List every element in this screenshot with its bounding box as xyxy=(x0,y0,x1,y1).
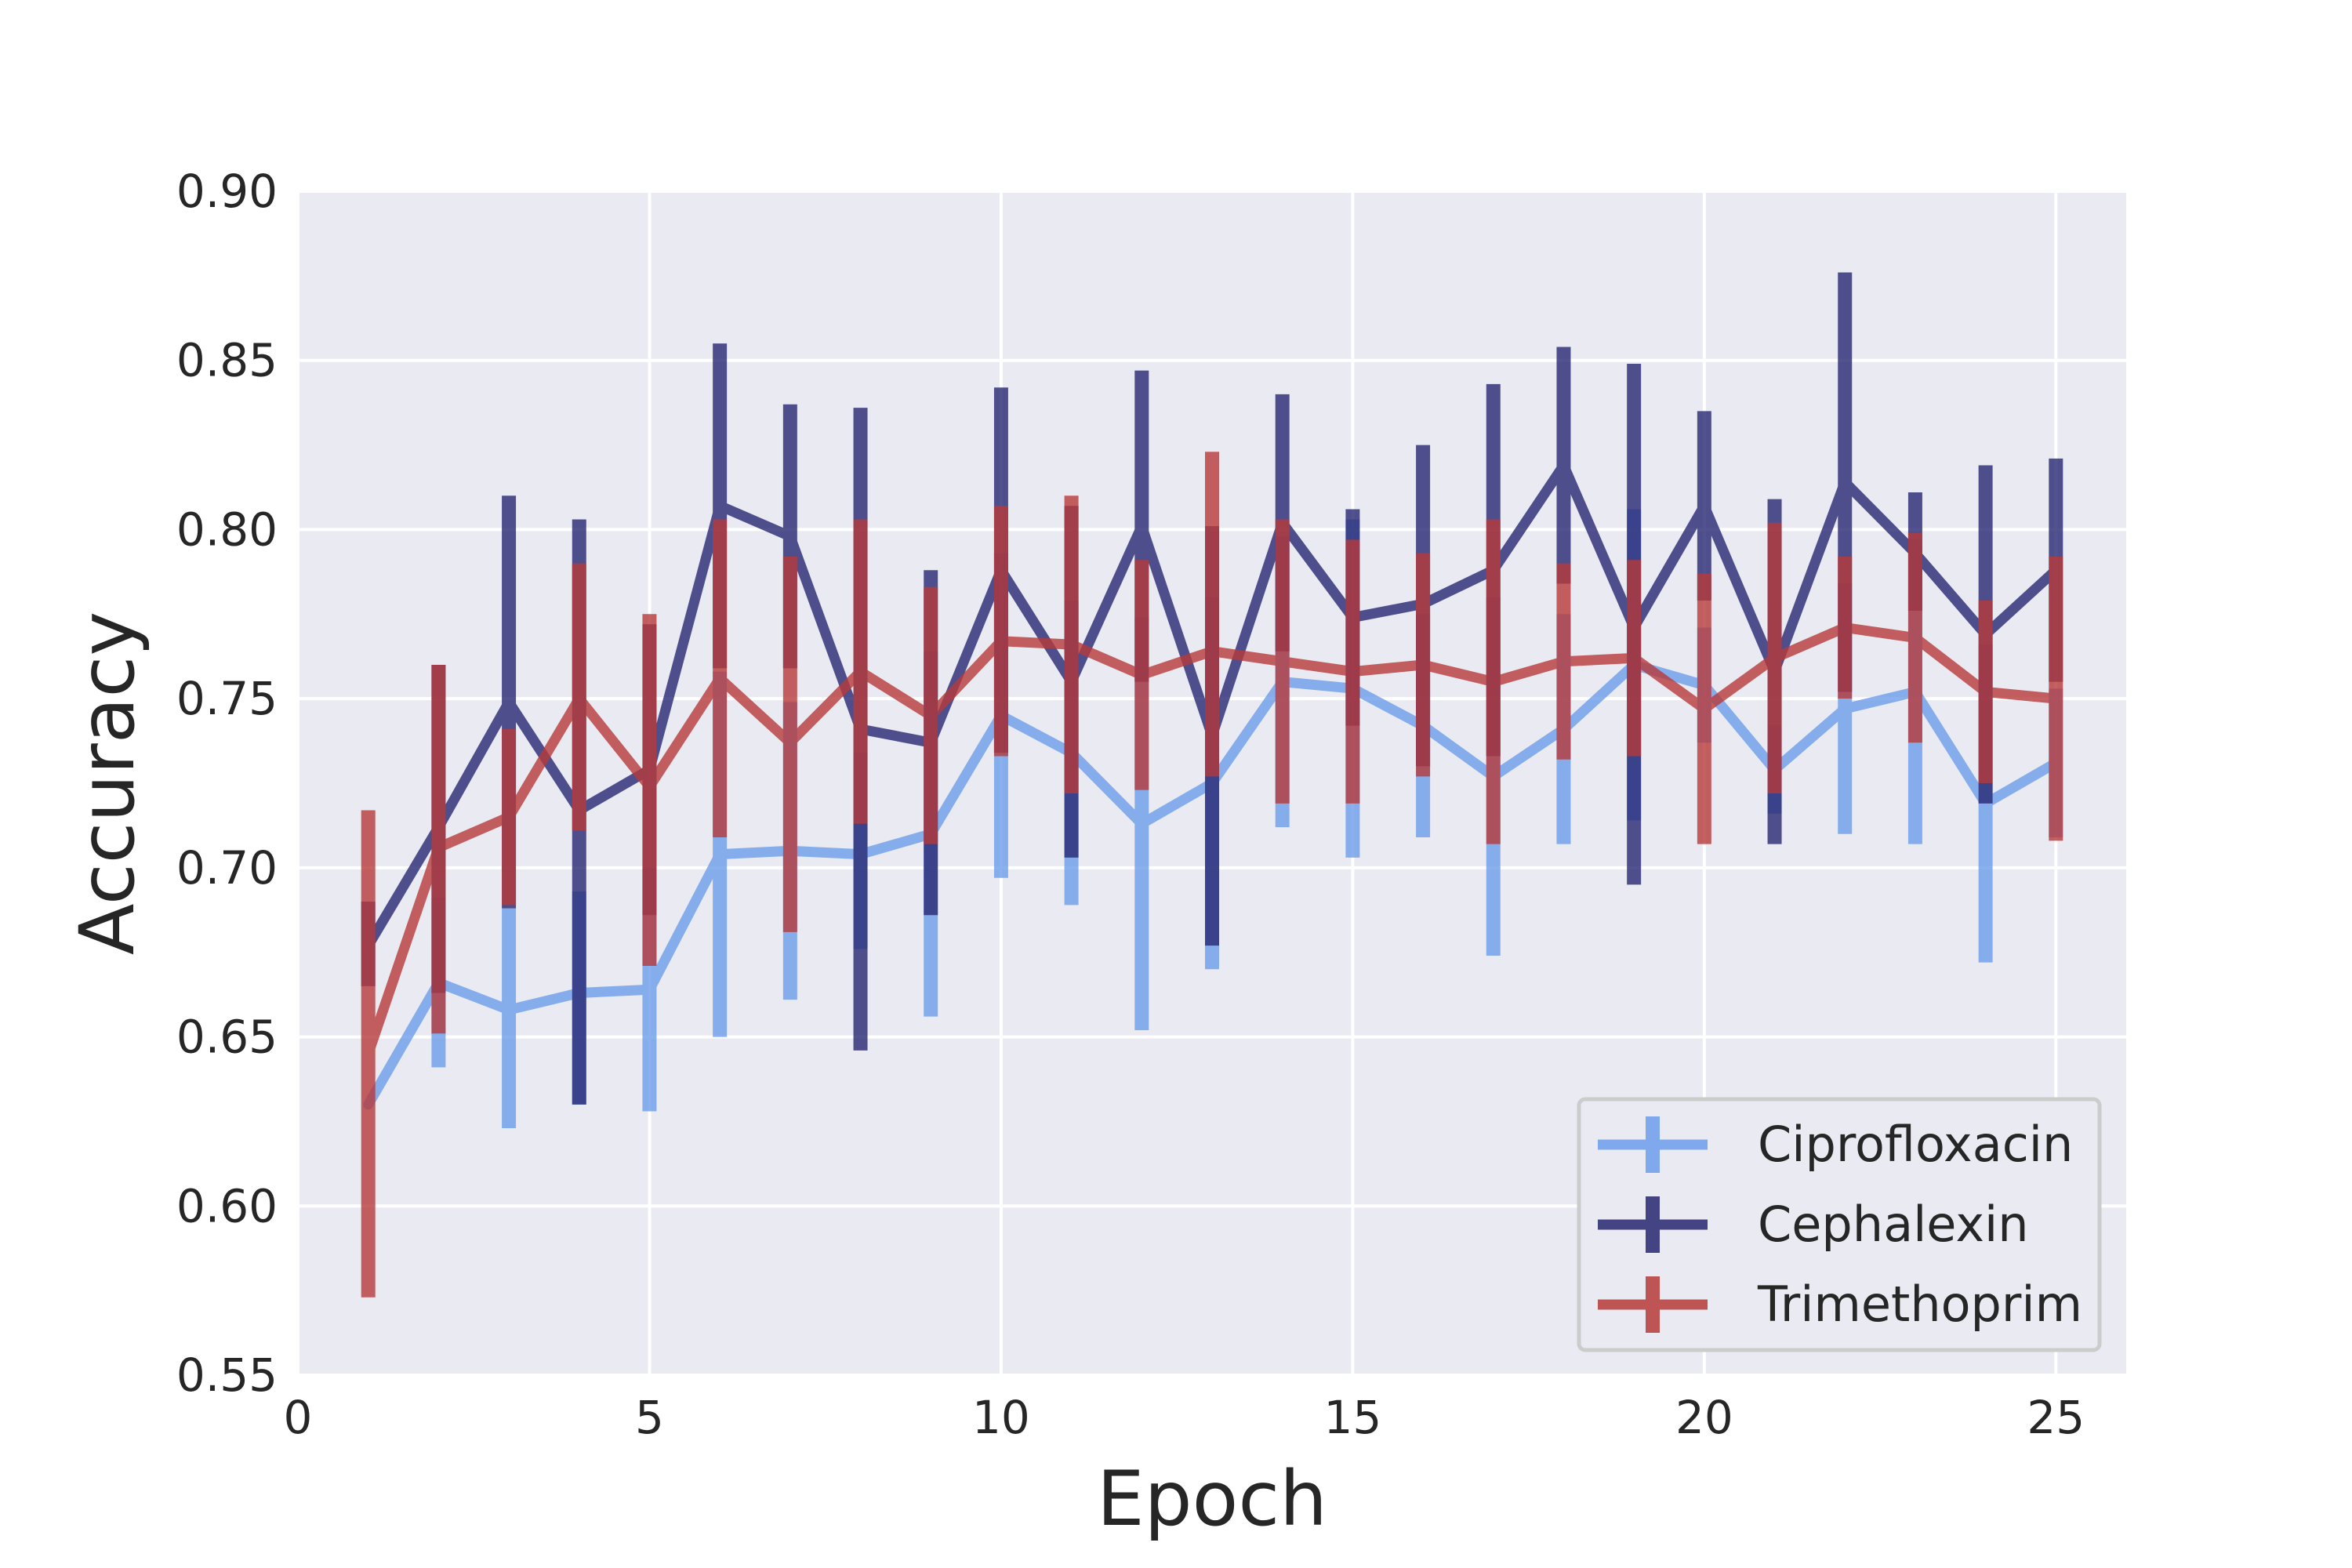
y-tick-label: 0.60 xyxy=(176,1179,278,1232)
y-tick-label: 0.70 xyxy=(176,841,278,895)
legend-label: Cephalexin xyxy=(1758,1196,2029,1253)
y-tick-labels: 0.55 0.60 0.65 0.70 0.75 0.80 0.85 0.90 xyxy=(176,165,278,1402)
x-tick-label: 15 xyxy=(1323,1391,1381,1444)
legend-item xyxy=(1598,1276,1708,1333)
legend-item xyxy=(1598,1196,1708,1253)
y-tick-label: 0.55 xyxy=(176,1348,278,1402)
y-tick-label: 0.65 xyxy=(176,1011,278,1064)
legend-label: Trimethoprim xyxy=(1757,1276,2082,1333)
series-line xyxy=(363,622,2061,1059)
x-tick-label: 20 xyxy=(1675,1391,1733,1444)
legend-item xyxy=(1598,1116,1708,1173)
legend-box xyxy=(1577,1097,2102,1352)
series-trimethoprim xyxy=(361,452,2063,1298)
y-tick-label: 0.80 xyxy=(176,503,278,556)
x-tick-labels: 0 5 10 15 20 25 xyxy=(284,1391,2085,1444)
x-axis-label: Epoch xyxy=(1097,1455,1327,1543)
legend-label: Ciprofloxacin xyxy=(1758,1116,2073,1173)
y-axis-label: Accuracy xyxy=(64,612,151,955)
x-tick-label: 10 xyxy=(972,1391,1030,1444)
y-tick-label: 0.75 xyxy=(176,672,278,725)
legend: Ciprofloxacin Cephalexin Trimethoprim xyxy=(1577,1097,2102,1352)
x-tick-label: 5 xyxy=(635,1391,664,1444)
x-tick-label: 25 xyxy=(2027,1391,2085,1444)
y-tick-label: 0.85 xyxy=(176,334,278,387)
y-tick-label: 0.90 xyxy=(176,165,278,218)
series-layer xyxy=(361,272,2063,1298)
x-tick-label: 0 xyxy=(284,1391,313,1444)
